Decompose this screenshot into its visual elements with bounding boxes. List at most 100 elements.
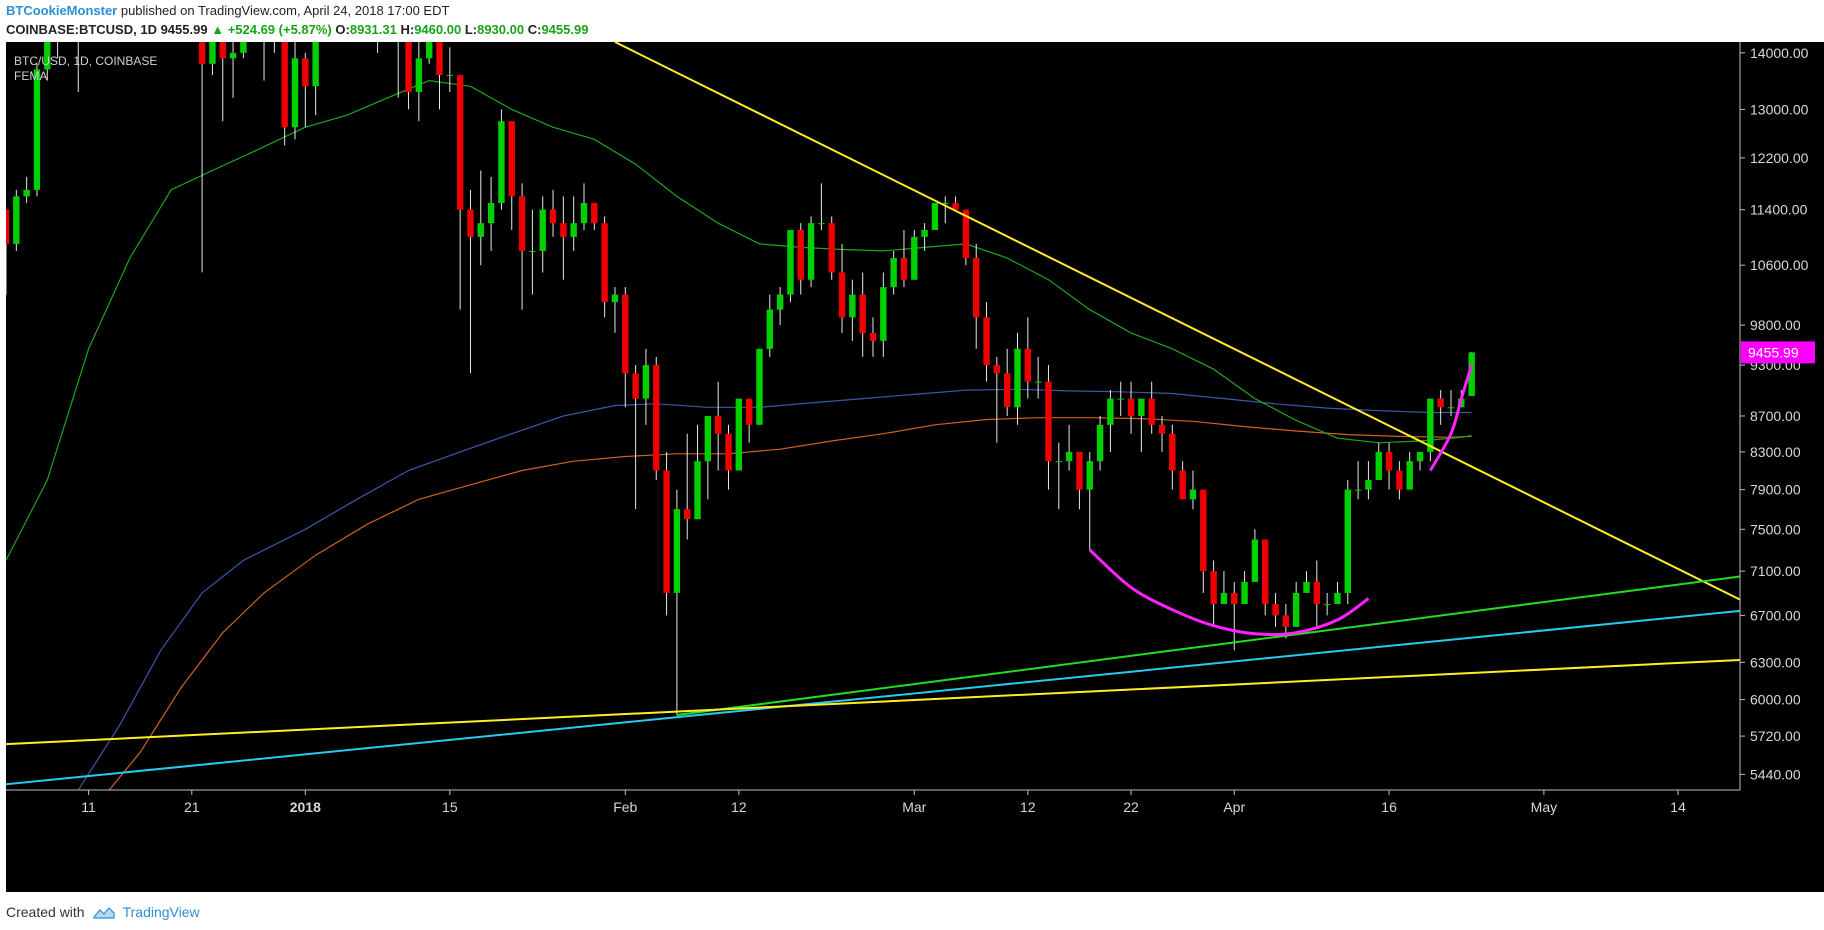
candle[interactable] xyxy=(828,216,835,280)
candle[interactable] xyxy=(219,42,226,122)
trend-down-trendline[interactable] xyxy=(614,42,1740,601)
candle[interactable] xyxy=(838,243,846,333)
candle[interactable] xyxy=(1169,424,1176,490)
candle[interactable] xyxy=(1437,390,1444,425)
candle[interactable] xyxy=(983,302,990,382)
candle[interactable] xyxy=(818,183,825,231)
candle[interactable] xyxy=(1189,470,1197,510)
candle[interactable] xyxy=(1241,571,1248,605)
candle[interactable] xyxy=(1385,442,1393,490)
candle[interactable] xyxy=(539,196,546,273)
candle[interactable] xyxy=(684,433,691,540)
candle[interactable] xyxy=(1406,451,1413,490)
support-yellow-trendline[interactable] xyxy=(6,658,1740,746)
candle[interactable] xyxy=(1045,365,1052,490)
candle[interactable] xyxy=(1334,581,1341,605)
candle[interactable] xyxy=(1107,390,1114,452)
candle[interactable] xyxy=(1117,381,1124,416)
candle[interactable] xyxy=(580,183,588,231)
candle[interactable] xyxy=(1014,332,1021,425)
candle[interactable] xyxy=(993,356,1001,443)
candle[interactable] xyxy=(312,42,319,116)
cup-arc[interactable] xyxy=(1088,548,1370,637)
candle[interactable] xyxy=(415,42,423,122)
candle[interactable] xyxy=(880,272,887,357)
candle[interactable] xyxy=(1003,348,1011,416)
candle[interactable] xyxy=(570,196,577,251)
candle[interactable] xyxy=(3,209,10,295)
cup-handle-arc[interactable] xyxy=(1429,364,1474,472)
candle[interactable] xyxy=(1076,451,1083,510)
candle[interactable] xyxy=(1292,581,1300,627)
candle[interactable] xyxy=(1313,560,1321,627)
candle[interactable] xyxy=(952,196,959,210)
candle[interactable] xyxy=(673,489,681,716)
candle[interactable] xyxy=(653,356,660,481)
candle[interactable] xyxy=(23,176,30,203)
candle[interactable] xyxy=(1138,398,1145,452)
candle[interactable] xyxy=(1127,381,1135,434)
candle[interactable] xyxy=(735,398,743,471)
candle[interactable] xyxy=(1231,581,1238,651)
candle[interactable] xyxy=(529,209,536,295)
candle[interactable] xyxy=(425,42,433,64)
candle[interactable] xyxy=(477,170,484,266)
candle[interactable] xyxy=(33,63,41,197)
candle[interactable] xyxy=(1251,529,1259,582)
candle[interactable] xyxy=(1272,592,1279,627)
candle[interactable] xyxy=(1034,356,1042,399)
candle[interactable] xyxy=(302,52,309,128)
candle[interactable] xyxy=(714,381,722,471)
candle[interactable] xyxy=(291,42,299,140)
candle[interactable] xyxy=(694,424,701,520)
candle[interactable] xyxy=(962,209,970,266)
plot-area[interactable] xyxy=(3,42,1740,790)
candle[interactable] xyxy=(198,42,206,273)
candle[interactable] xyxy=(209,42,216,75)
candle[interactable] xyxy=(261,42,267,81)
candle[interactable] xyxy=(1323,592,1331,616)
candle[interactable] xyxy=(1220,571,1228,605)
candle[interactable] xyxy=(508,121,515,231)
author-link[interactable]: BTCookieMonster xyxy=(6,3,118,18)
candle[interactable] xyxy=(1024,317,1032,399)
candle[interactable] xyxy=(900,230,908,288)
candle[interactable] xyxy=(436,42,443,110)
candle[interactable] xyxy=(446,47,454,92)
candle[interactable] xyxy=(1365,461,1372,500)
candle[interactable] xyxy=(704,415,712,500)
candle[interactable] xyxy=(611,287,619,333)
support-green-trendline[interactable] xyxy=(676,575,1740,717)
candle[interactable] xyxy=(44,42,51,81)
candle[interactable] xyxy=(405,42,412,110)
candle[interactable] xyxy=(591,202,598,231)
candle[interactable] xyxy=(1447,390,1455,416)
candle[interactable] xyxy=(890,250,897,295)
candle[interactable] xyxy=(1210,560,1217,627)
candle[interactable] xyxy=(395,42,401,98)
candle[interactable] xyxy=(1396,461,1403,500)
candle[interactable] xyxy=(745,398,753,443)
candle[interactable] xyxy=(632,365,639,510)
candle[interactable] xyxy=(1148,381,1155,434)
candle[interactable] xyxy=(281,42,288,146)
candle[interactable] xyxy=(1262,539,1269,616)
candle[interactable] xyxy=(549,189,557,237)
candle[interactable] xyxy=(271,42,277,53)
candle[interactable] xyxy=(642,348,650,425)
candle[interactable] xyxy=(1344,480,1351,605)
candle[interactable] xyxy=(931,202,939,231)
candle[interactable] xyxy=(921,223,928,251)
candle[interactable] xyxy=(766,294,773,357)
price-chart[interactable]: 14000.00 13000.00 12200.00 11400.00 10600.00… xyxy=(0,42,1824,892)
candle[interactable] xyxy=(725,424,732,490)
candle[interactable] xyxy=(1468,352,1475,397)
candle[interactable] xyxy=(911,230,918,280)
candle[interactable] xyxy=(601,216,608,318)
candle[interactable] xyxy=(467,189,474,374)
candle[interactable] xyxy=(240,42,247,59)
candle[interactable] xyxy=(1354,461,1362,500)
candle[interactable] xyxy=(756,348,763,425)
candle[interactable] xyxy=(787,230,794,303)
candle[interactable] xyxy=(1158,415,1166,452)
